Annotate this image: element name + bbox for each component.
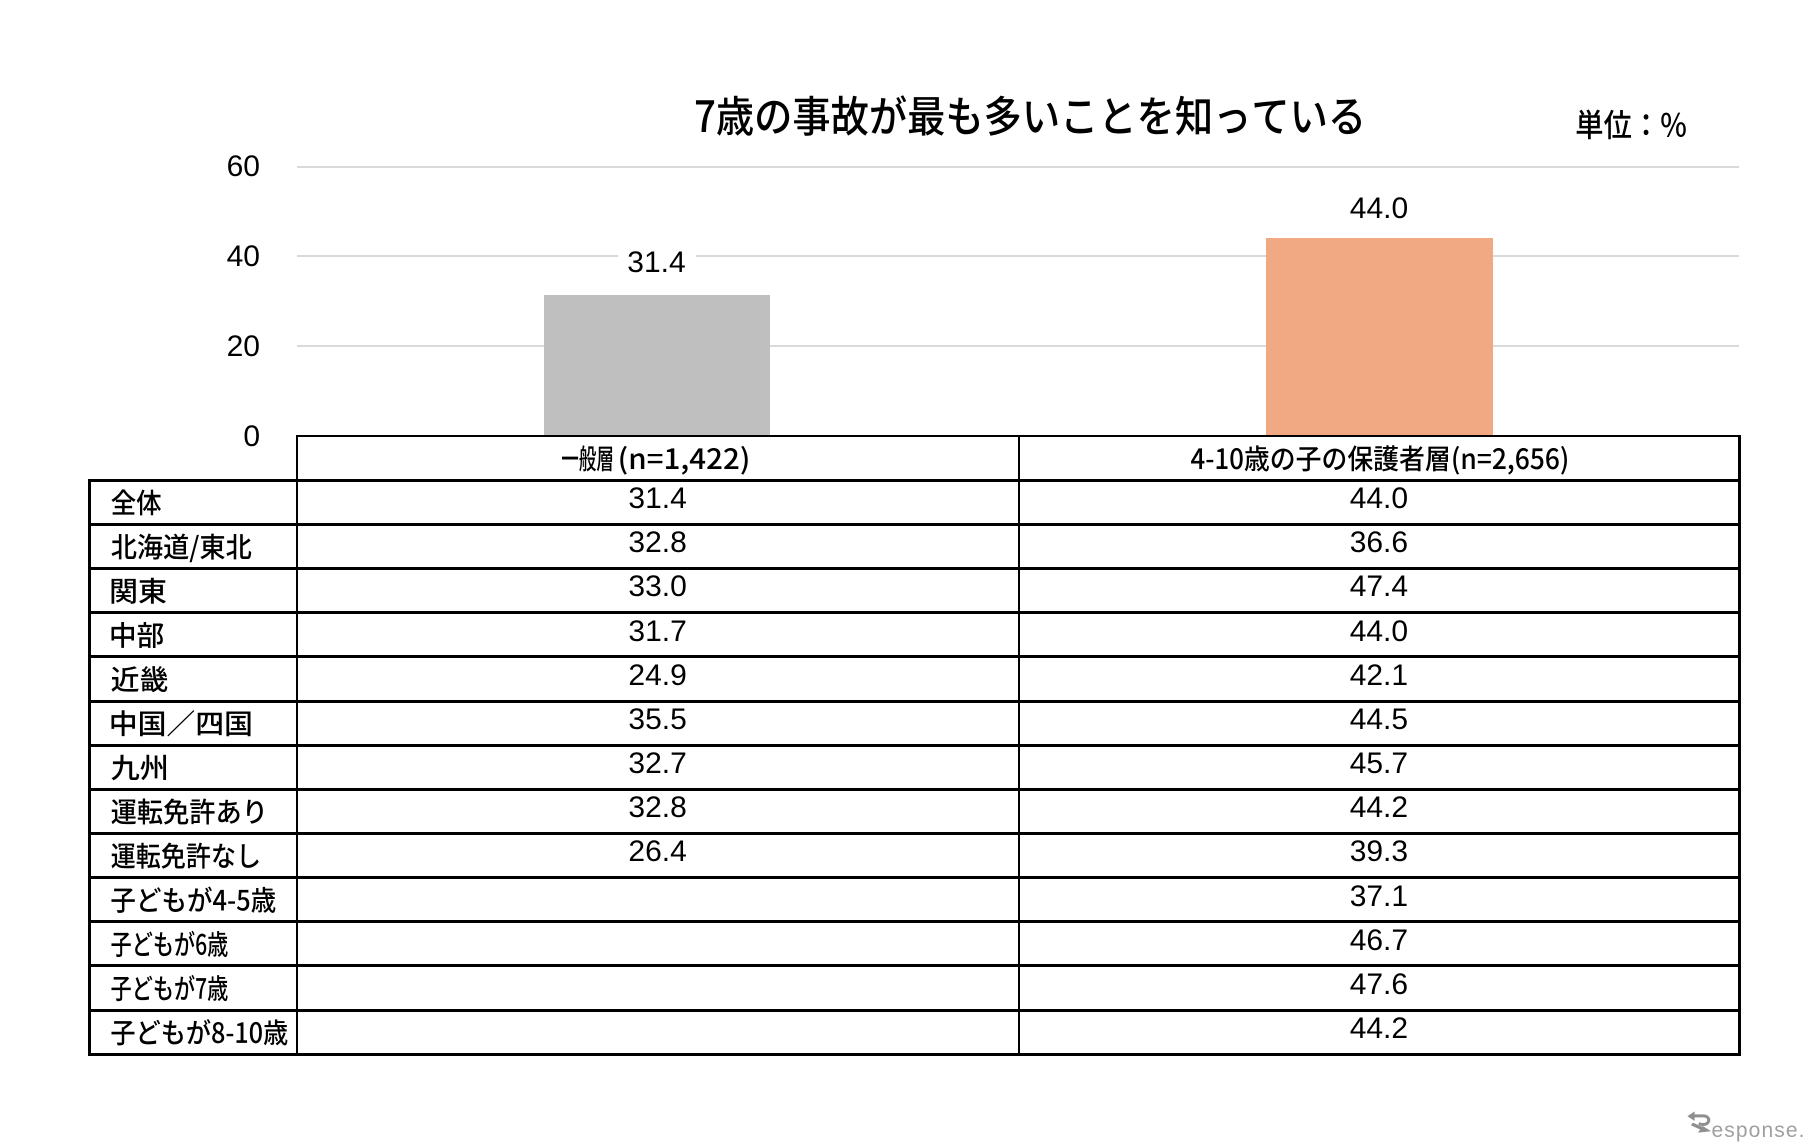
svg-text:esponse.: esponse. xyxy=(1712,1119,1806,1142)
